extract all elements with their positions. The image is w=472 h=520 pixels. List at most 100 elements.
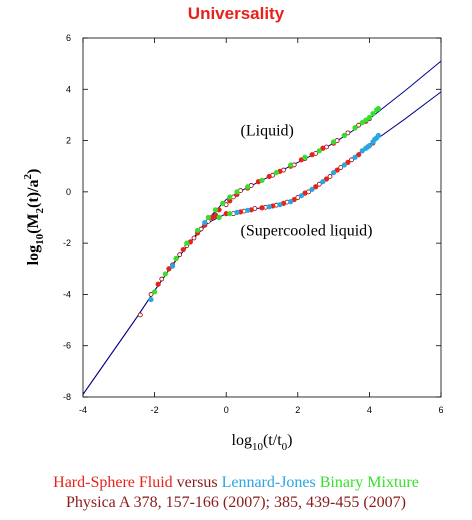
hs-point-18 [320, 145, 326, 151]
bm-point-19 [359, 120, 365, 126]
y-tick-label-3: -2 [63, 238, 71, 248]
lj-point-7 [288, 199, 294, 205]
bm-point-13 [288, 162, 294, 168]
y-tick-label-4: 0 [66, 187, 71, 197]
lj-point-21 [365, 144, 371, 150]
lj-point-13 [352, 154, 358, 160]
hs-point-16 [298, 157, 304, 163]
bm-point-2 [173, 255, 179, 262]
open-point-35 [338, 165, 344, 170]
x-tick-label-2: 0 [224, 405, 229, 415]
bm-point-16 [331, 139, 337, 145]
bm-point-7 [220, 200, 226, 206]
bm-point-8 [227, 194, 233, 200]
lj-point-5 [266, 204, 272, 210]
lj-point-8 [298, 193, 304, 199]
citation: Physica A 378, 157-166 (2007); 385, 439-… [66, 494, 406, 511]
lj-point-19 [375, 132, 381, 139]
hs-point-13 [266, 173, 272, 180]
bm-point-1 [162, 271, 168, 277]
hs-point-8 [216, 207, 222, 213]
lj-point-3 [234, 209, 240, 215]
y-tick-label-6: 4 [66, 84, 71, 94]
lj-point-0 [148, 296, 154, 303]
annotation-0: (Liquid) [241, 122, 294, 139]
lj-point-9 [309, 186, 315, 192]
bm-point-12 [273, 170, 279, 176]
hs-point-24 [223, 211, 229, 217]
y-axis-label: log10(M2(t)/a2) [22, 169, 46, 266]
open-point-1 [148, 292, 154, 297]
open-point-2 [159, 276, 165, 282]
open-point-4 [177, 252, 183, 258]
open-point-0 [137, 312, 143, 318]
bm-point-14 [302, 154, 308, 160]
open-point-34 [327, 174, 333, 179]
bm-point-20 [363, 117, 369, 123]
lj-point-4 [245, 207, 251, 213]
hs-point-35 [345, 159, 351, 165]
legend-bm: Binary Mixture [319, 474, 419, 491]
legend-hs: Hard-Sphere Fluid [53, 474, 173, 491]
bm-point-15 [316, 148, 322, 154]
hs-point-31 [302, 190, 308, 196]
x-tick-label-0: -4 [79, 405, 87, 415]
bm-point-25 [216, 214, 222, 221]
lj-point-6 [277, 202, 283, 208]
x-tick-label-5: 6 [438, 405, 443, 415]
x-axis-label: log10(t/t0) [232, 432, 293, 453]
bm-point-17 [341, 132, 347, 139]
y-tick-label-0: -8 [63, 392, 71, 402]
axis-ticks: -4 -2 0 2 4 6 -8 -6 -4 -2 0 2 4 6 [63, 33, 444, 415]
lj-point-14 [359, 148, 365, 154]
hs-point-17 [309, 152, 315, 158]
hs-point-36 [356, 152, 362, 158]
data-points [137, 105, 381, 318]
hs-point-1 [166, 266, 172, 272]
hs-point-34 [334, 167, 340, 173]
y-tick-label-1: -6 [63, 341, 71, 351]
annotations: (Liquid) (Supercooled liquid) [241, 122, 373, 239]
open-point-22 [345, 130, 351, 136]
open-point-36 [349, 157, 354, 163]
hs-point-33 [323, 176, 330, 182]
legend-line: Hard-Sphere Fluid versus Lennard-Jones B… [0, 474, 472, 492]
bm-point-0 [152, 289, 158, 295]
bm-point-10 [245, 184, 251, 190]
annotation-1: (Supercooled liquid) [241, 222, 373, 239]
bm-point-6 [212, 207, 219, 213]
hs-point-0 [155, 281, 161, 287]
lj-point-1 [169, 263, 176, 269]
legend-lj: Lennard-Jones [221, 474, 316, 491]
lj-point-11 [331, 170, 337, 176]
lj-point-20 [372, 136, 378, 142]
y-tick-label-5: 2 [66, 136, 71, 146]
x-tick-label-3: 2 [295, 405, 300, 415]
open-point-33 [316, 181, 322, 187]
hs-point-27 [259, 205, 265, 211]
hs-point-32 [313, 184, 319, 190]
bm-point-22 [370, 111, 376, 117]
lj-point-12 [341, 162, 347, 168]
plot-frame [82, 37, 442, 398]
bm-point-21 [366, 114, 372, 121]
hs-point-9 [227, 198, 233, 204]
x-tick-label-4: 4 [367, 405, 372, 415]
hs-point-3 [180, 246, 186, 253]
open-point-6 [191, 235, 197, 241]
x-tick-label-1: -2 [151, 405, 159, 415]
bm-point-24 [375, 105, 381, 112]
y-tick-label-2: -4 [63, 289, 71, 299]
bm-point-3 [184, 240, 190, 246]
lj-point-2 [202, 220, 208, 226]
bm-point-26 [227, 211, 233, 217]
bm-point-5 [205, 214, 211, 221]
y-tick-label-7: 6 [66, 33, 71, 43]
open-point-23 [356, 122, 362, 128]
bm-point-9 [234, 189, 240, 195]
lj-point-10 [320, 179, 326, 185]
chart-title: Universality [187, 4, 285, 23]
bm-point-4 [194, 227, 201, 233]
legend-versus: versus [176, 474, 218, 491]
